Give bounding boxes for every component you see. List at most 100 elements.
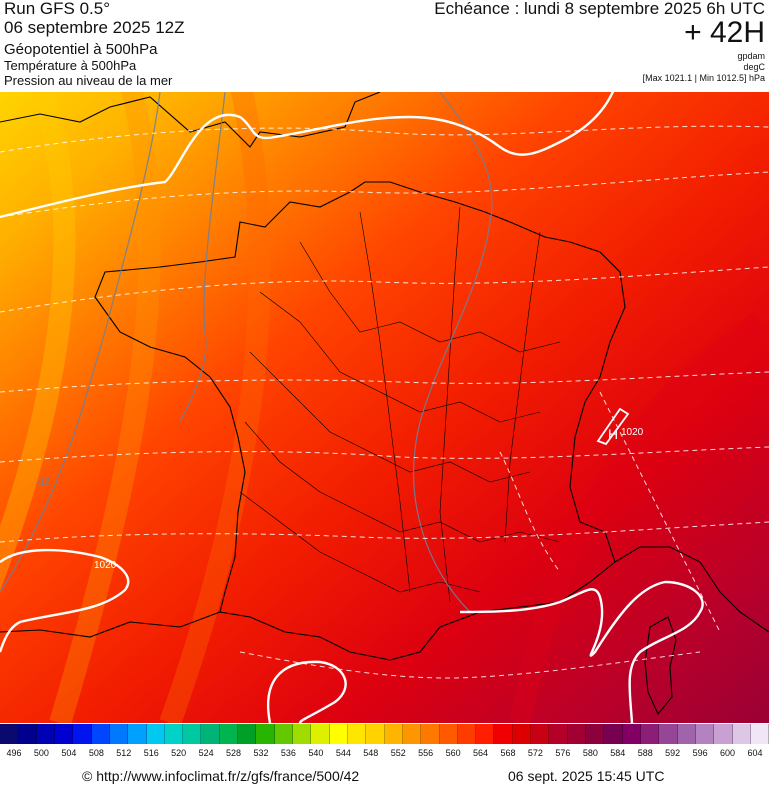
unit-temperature: degC [743, 62, 765, 72]
color-scale-label: 544 [335, 748, 351, 758]
color-scale-label: 520 [171, 748, 187, 758]
color-swatch [549, 724, 568, 744]
color-scale-label: 592 [665, 748, 681, 758]
isobar-label-west: 1020 [94, 560, 117, 571]
issue-time: 06 sept. 2025 15:45 UTC [508, 768, 665, 784]
isotherm-label: -16 [36, 477, 51, 488]
color-swatch [0, 724, 19, 744]
color-scale-label: 512 [116, 748, 132, 758]
lead-time: + 42H [684, 16, 765, 49]
color-swatch [347, 724, 367, 744]
spain-coast [0, 611, 221, 638]
run-title: Run GFS 0.5° [4, 0, 111, 18]
color-swatch [73, 724, 92, 744]
color-swatch [512, 724, 532, 744]
color-scale-label: 576 [555, 748, 571, 758]
color-scale-label: 564 [473, 748, 489, 758]
isobar-line [0, 92, 615, 219]
color-swatch [274, 724, 293, 744]
isobar-line [0, 548, 130, 653]
color-swatch [732, 724, 751, 744]
isotherm-line [179, 92, 226, 423]
param-pressure: Pression au niveau de la mer [4, 73, 173, 88]
color-swatch [128, 724, 147, 744]
color-swatch [750, 724, 769, 744]
color-swatch [109, 724, 129, 744]
color-swatch [54, 724, 74, 744]
isobar-label-high: 1020 [621, 427, 644, 438]
color-swatch [311, 724, 330, 744]
color-scale-labels: 496 500 504 508 512 516 520 524 528 532 536 540 544 5… [0, 748, 769, 762]
high-pressure-marker: H [608, 426, 618, 442]
color-swatch [695, 724, 715, 744]
italy-coast [614, 546, 769, 633]
corsica [644, 616, 677, 716]
geopotential-field [0, 92, 769, 723]
geopotential-bands [0, 92, 766, 723]
map-footer: © http://www.infoclimat.fr/z/gfs/france/… [0, 764, 769, 786]
country-borders [0, 92, 769, 716]
isobar-line [459, 580, 704, 723]
color-scale-label: 572 [527, 748, 543, 758]
color-swatch [293, 724, 312, 744]
color-swatch [677, 724, 696, 744]
color-scale-label: 604 [747, 748, 763, 758]
run-date: 06 septembre 2025 12Z [4, 18, 185, 37]
admin-lines [239, 206, 561, 603]
credit-link[interactable]: © http://www.infoclimat.fr/z/gfs/france/… [82, 768, 360, 784]
color-scale-label: 552 [390, 748, 406, 758]
color-scale-label: 536 [280, 748, 296, 758]
color-swatch [586, 724, 605, 744]
color-swatch [256, 724, 275, 744]
color-swatch [457, 724, 477, 744]
color-swatch [329, 724, 348, 744]
color-scale-bar [0, 724, 769, 744]
isotherm-line [413, 92, 493, 613]
color-swatch [476, 724, 495, 744]
isobar-high-cell [596, 407, 630, 446]
color-scale-label: 584 [610, 748, 626, 758]
uk-coast [0, 92, 381, 148]
color-swatch [604, 724, 623, 744]
forecast-valid-time: Echéance : lundi 8 septembre 2025 6h UTC [434, 0, 765, 18]
color-scale-label: 556 [418, 748, 434, 758]
color-scale-label: 540 [308, 748, 324, 758]
color-scale-label: 516 [143, 748, 159, 758]
color-scale-label: 504 [61, 748, 77, 758]
color-scale-label: 600 [720, 748, 736, 758]
color-swatch [18, 724, 37, 744]
color-swatch [659, 724, 678, 744]
color-scale-label: 568 [500, 748, 516, 758]
color-scale-label: 532 [253, 748, 269, 758]
color-swatch [36, 724, 55, 744]
isotherms [0, 92, 493, 613]
color-swatch [146, 724, 165, 744]
color-swatch [439, 724, 458, 744]
color-scale-label: 548 [363, 748, 379, 758]
param-temperature: Température à 500hPa [4, 58, 137, 73]
unit-geopotential: gpdam [737, 51, 765, 61]
color-scale-label: 580 [582, 748, 598, 758]
color-scale-label: 496 [6, 748, 22, 758]
color-swatch [402, 724, 422, 744]
color-swatch [91, 724, 110, 744]
color-swatch [219, 724, 239, 744]
weather-map-canvas: -16 H 1020 1020 [0, 92, 769, 723]
color-scale-label: 560 [445, 748, 461, 758]
color-swatch [531, 724, 550, 744]
color-swatch [201, 724, 220, 744]
color-swatch [366, 724, 385, 744]
weather-map: -16 H 1020 1020 [0, 92, 769, 723]
color-scale-label: 508 [88, 748, 104, 758]
color-swatch [183, 724, 202, 744]
color-swatch [238, 724, 257, 744]
color-scale-label: 500 [33, 748, 49, 758]
map-header: Run GFS 0.5° 06 septembre 2025 12Z Géopo… [0, 0, 769, 92]
color-swatch [384, 724, 403, 744]
color-swatch [640, 724, 660, 744]
isotherm-line [0, 92, 161, 593]
color-scale-label: 528 [226, 748, 242, 758]
color-swatch [622, 724, 641, 744]
param-geopotential: Géopotentiel à 500hPa [4, 41, 158, 58]
color-scale-label: 588 [637, 748, 653, 758]
